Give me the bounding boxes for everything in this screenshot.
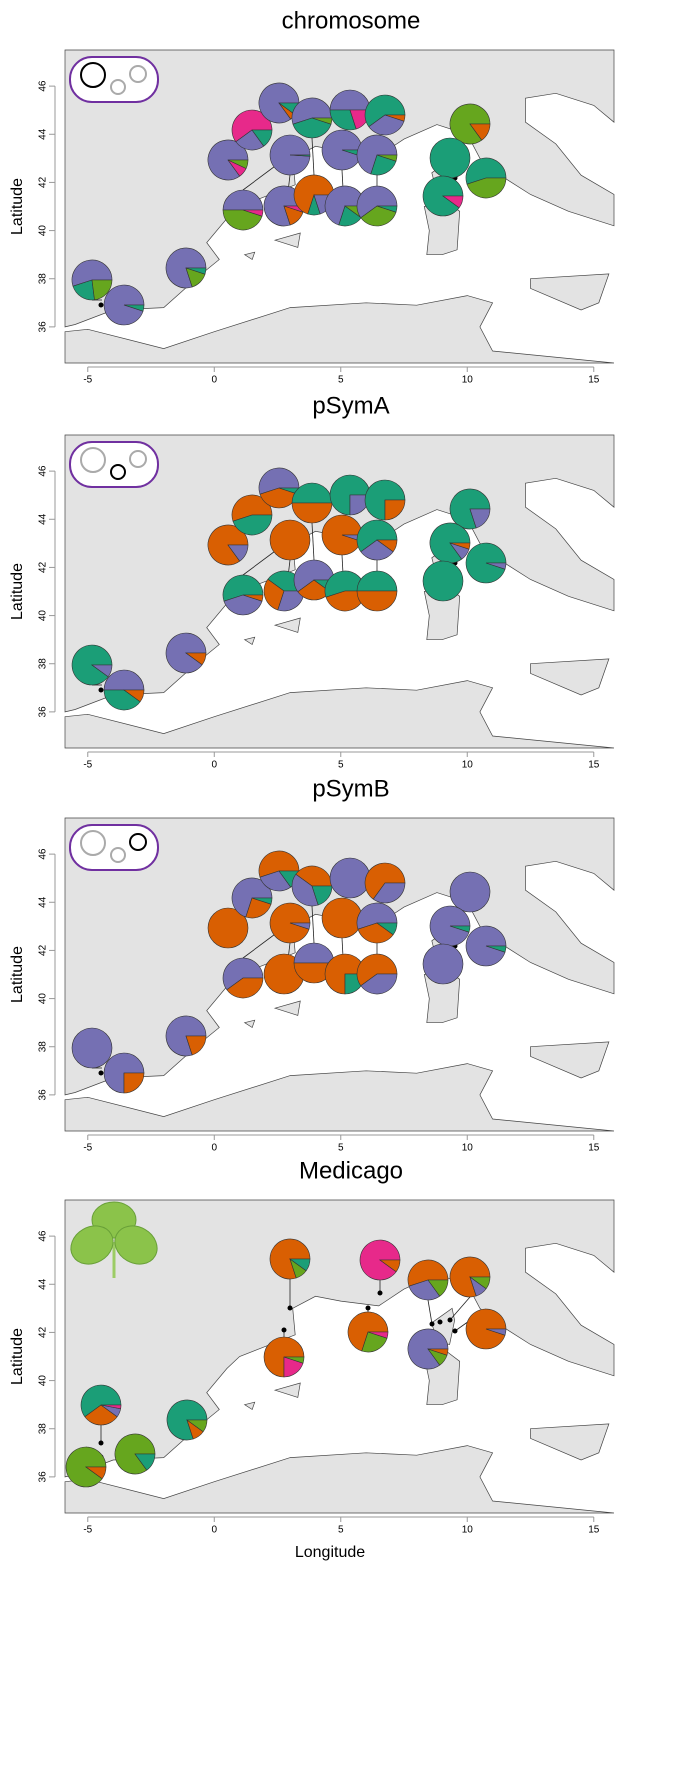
sample-site (282, 1328, 287, 1333)
y-axis-label: Latitude (9, 946, 26, 1003)
pie-slice (423, 561, 463, 601)
x-tick-label: 10 (462, 760, 474, 771)
sample-site (99, 1071, 104, 1076)
y-axis-label: Latitude (9, 1328, 26, 1385)
sample-site (366, 1306, 371, 1311)
sample-site (448, 1318, 453, 1323)
x-tick-label: 15 (588, 1143, 600, 1154)
y-tick-label: 44 (38, 128, 49, 140)
y-tick-label: 36 (38, 706, 49, 718)
sample-site (378, 1291, 383, 1296)
sample-site (288, 1306, 293, 1311)
x-tick-label: 10 (462, 1525, 474, 1536)
x-tick-label: -5 (83, 1143, 92, 1154)
x-tick-label: 5 (338, 1143, 344, 1154)
y-tick-label: 40 (38, 610, 49, 622)
sample-site (99, 688, 104, 693)
x-tick-label: 0 (211, 1143, 217, 1154)
sample-site (99, 1441, 104, 1446)
pie-slice (330, 858, 370, 898)
x-tick-label: 0 (211, 760, 217, 771)
y-axis-label: Latitude (9, 178, 26, 235)
y-tick-label: 38 (38, 273, 49, 285)
x-tick-label: 15 (588, 1525, 600, 1536)
x-tick-label: 0 (211, 375, 217, 386)
y-tick-label: 36 (38, 1089, 49, 1101)
sample-site (430, 1322, 435, 1327)
x-tick-label: 5 (338, 375, 344, 386)
x-tick-label: -5 (83, 375, 92, 386)
panel-title: Medicago (299, 1157, 403, 1184)
pie-slice (72, 1028, 112, 1068)
pie-slice (423, 944, 463, 984)
y-tick-label: 46 (38, 848, 49, 860)
figure: chromosome Latitude 36 38 40 42 44 46 -5 0 5 10 15 pS… (0, 0, 699, 1784)
y-tick-label: 36 (38, 321, 49, 333)
panel-title: pSymA (312, 392, 389, 419)
x-tick-label: 10 (462, 1143, 474, 1154)
x-tick-label: 5 (338, 1525, 344, 1536)
y-tick-label: 44 (38, 896, 49, 908)
pie-slice (450, 872, 490, 912)
x-tick-label: 10 (462, 375, 474, 386)
y-tick-label: 38 (38, 1423, 49, 1435)
panel-title: chromosome (282, 7, 421, 34)
x-tick-label: 0 (211, 1525, 217, 1536)
y-tick-label: 38 (38, 658, 49, 670)
pie-slice (322, 898, 362, 938)
y-axis-label: Latitude (9, 563, 26, 620)
panel-title: pSymB (312, 775, 389, 802)
x-tick-label: 5 (338, 760, 344, 771)
y-tick-label: 42 (38, 944, 49, 956)
y-tick-label: 42 (38, 561, 49, 573)
y-tick-label: 46 (38, 1230, 49, 1242)
y-tick-label: 42 (38, 1326, 49, 1338)
y-tick-label: 36 (38, 1471, 49, 1483)
sample-site (99, 303, 104, 308)
sample-site (438, 1320, 443, 1325)
y-tick-label: 38 (38, 1041, 49, 1053)
pie-slice (430, 138, 470, 178)
pie-slice (270, 520, 310, 560)
y-tick-label: 46 (38, 80, 49, 92)
y-tick-label: 46 (38, 465, 49, 477)
y-tick-label: 40 (38, 993, 49, 1005)
y-tick-label: 42 (38, 176, 49, 188)
sample-site (453, 1329, 458, 1334)
x-tick-label: -5 (83, 760, 92, 771)
y-tick-label: 44 (38, 513, 49, 525)
x-tick-label: 15 (588, 760, 600, 771)
y-tick-label: 40 (38, 225, 49, 237)
x-axis-label: Longitude (295, 1544, 365, 1561)
y-tick-label: 44 (38, 1278, 49, 1290)
y-tick-label: 40 (38, 1375, 49, 1387)
x-tick-label: 15 (588, 375, 600, 386)
x-tick-label: -5 (83, 1525, 92, 1536)
